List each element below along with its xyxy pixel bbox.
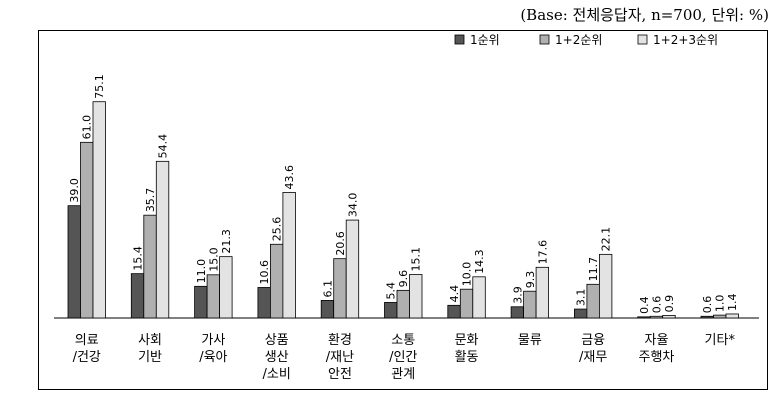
data-label: 75.1 xyxy=(93,74,106,99)
bar xyxy=(269,243,284,319)
category-label: 안전 xyxy=(328,367,352,382)
category-label: 기반 xyxy=(138,350,162,365)
data-label: 3.1 xyxy=(575,289,588,307)
data-label: 14.3 xyxy=(473,249,486,273)
category-label: /재난 xyxy=(326,350,354,365)
category-label: 주행차 xyxy=(639,349,675,365)
data-label: 54.4 xyxy=(157,134,170,159)
bar xyxy=(700,315,714,319)
bar xyxy=(713,314,727,319)
legend-label: 1순위 xyxy=(470,33,500,47)
data-label: 6.1 xyxy=(321,280,334,298)
bar xyxy=(333,258,347,319)
category-label: 활동 xyxy=(455,350,479,365)
bar xyxy=(206,274,221,319)
data-label: 1.0 xyxy=(714,295,727,313)
category-label: /인간 xyxy=(389,350,417,365)
bar xyxy=(143,214,157,319)
data-label: 61.0 xyxy=(81,115,94,140)
category-label: /재무 xyxy=(579,350,607,365)
data-label: 0.9 xyxy=(663,295,676,313)
data-label: 4.4 xyxy=(448,285,461,303)
category-label: 소통 xyxy=(391,333,415,348)
data-label: 10.0 xyxy=(461,262,474,287)
bar xyxy=(447,304,461,319)
bar xyxy=(409,274,423,319)
category-label: /소비 xyxy=(262,367,290,382)
data-label: 20.6 xyxy=(334,231,347,256)
bar xyxy=(67,205,81,319)
bar xyxy=(345,219,360,319)
bar xyxy=(662,315,676,319)
legend-swatch xyxy=(539,34,550,45)
bar xyxy=(649,315,664,319)
data-label: 25.6 xyxy=(271,217,284,242)
category-label: 사회 xyxy=(138,333,162,348)
chart-frame: 39.0 61.0 75.1 의료/건강 15.4 35.7 54.4 사회 기반 11.0 15.… xyxy=(38,30,768,390)
bar xyxy=(535,266,550,319)
bar xyxy=(523,290,537,319)
data-label: 0.4 xyxy=(638,296,651,314)
chart-caption: (Base: 전체응답자, n=700, 단위: %) xyxy=(520,6,769,24)
data-label: 17.6 xyxy=(536,240,549,264)
bar xyxy=(384,302,398,319)
data-label: 21.3 xyxy=(220,229,233,254)
category-label: 의료 xyxy=(75,333,99,348)
category-label: 상품 xyxy=(265,333,289,348)
bar xyxy=(320,300,335,319)
legend-label: 1+2순위 xyxy=(555,33,602,47)
data-label: 15.0 xyxy=(207,247,220,271)
data-label: 43.6 xyxy=(283,165,296,190)
category-label: 가사 xyxy=(201,333,225,348)
category-label: 기타* xyxy=(705,333,736,348)
bar xyxy=(510,306,525,319)
legend-swatch xyxy=(454,34,465,45)
bar xyxy=(80,141,94,319)
data-label: 11.0 xyxy=(195,259,208,284)
category-label: 자율 xyxy=(644,333,668,348)
bar xyxy=(92,101,106,319)
data-label: 39.0 xyxy=(68,178,81,203)
bar xyxy=(219,256,233,319)
bar xyxy=(396,289,410,319)
data-label: 0.6 xyxy=(701,296,714,314)
data-label: 0.6 xyxy=(650,296,663,314)
bar xyxy=(725,313,739,319)
data-label: 9.3 xyxy=(524,271,537,288)
data-label: 22.1 xyxy=(600,227,613,252)
category-label: 물류 xyxy=(518,333,542,348)
bar xyxy=(459,288,474,319)
bar xyxy=(130,273,145,319)
bar xyxy=(599,253,613,319)
bar xyxy=(637,316,651,319)
data-label: 35.7 xyxy=(144,188,157,213)
category-label: 환경 xyxy=(328,333,352,348)
category-label: /건강 xyxy=(73,350,101,365)
data-label: 5.4 xyxy=(385,282,398,300)
bar xyxy=(586,283,600,319)
category-label: 금융 xyxy=(581,333,605,348)
category-label: 생산 xyxy=(265,350,289,365)
legend-label: 1+2+3순위 xyxy=(653,33,718,47)
bar xyxy=(472,276,486,319)
bar xyxy=(155,160,170,319)
bar xyxy=(257,287,271,319)
category-label: 관계 xyxy=(391,367,415,382)
data-label: 34.0 xyxy=(346,193,359,218)
bar xyxy=(194,285,208,319)
category-label: 문화 xyxy=(455,333,479,348)
category-label: /육아 xyxy=(199,350,227,365)
data-label: 10.6 xyxy=(258,260,271,285)
legend-swatch xyxy=(637,34,648,45)
bar xyxy=(574,308,588,319)
bar xyxy=(282,192,296,319)
data-label: 11.7 xyxy=(587,257,600,282)
data-label: 1.4 xyxy=(726,293,739,311)
data-label: 15.4 xyxy=(132,246,145,271)
data-label: 15.1 xyxy=(410,247,423,272)
data-label: 9.6 xyxy=(397,270,410,288)
data-label: 3.9 xyxy=(511,286,524,304)
